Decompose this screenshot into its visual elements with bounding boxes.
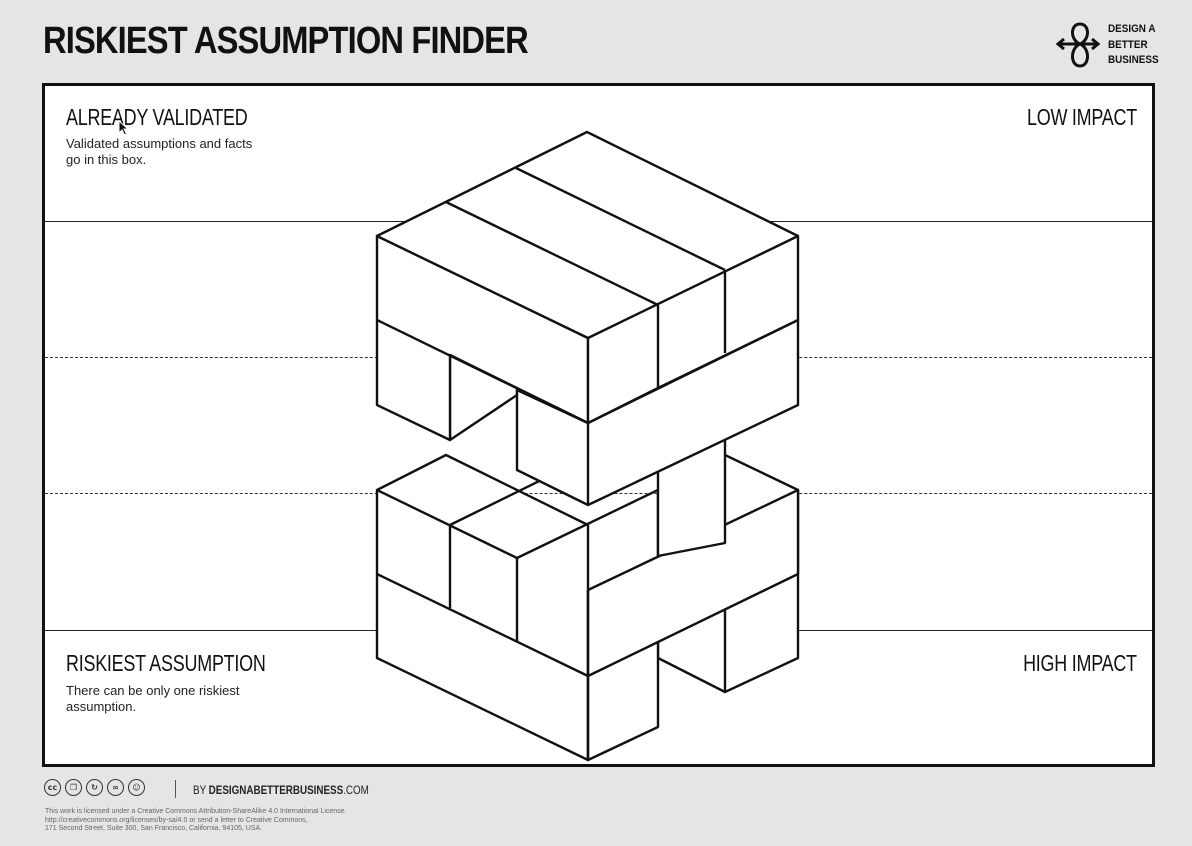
- footer-divider: [175, 780, 176, 798]
- riskiest-assumption-description: There can be only one riskiest assumptio…: [66, 683, 240, 714]
- footer-domain-suffix: .COM: [343, 783, 369, 797]
- page-title: RISKIEST ASSUMPTION FINDER: [43, 20, 529, 62]
- remix-icon: ∞: [107, 779, 124, 796]
- logo-line: BETTER: [1108, 38, 1148, 51]
- already-validated-description: Validated assumptions and facts go in th…: [66, 136, 253, 167]
- license-line: This work is licensed under a Creative C…: [45, 808, 347, 815]
- footer-by-prefix: BY: [193, 783, 209, 797]
- license-text: This work is licensed under a Creative C…: [45, 808, 347, 834]
- riskiest-assumption-title: RISKIEST ASSUMPTION: [66, 650, 266, 676]
- cc-icon: cc: [44, 779, 61, 796]
- share-alike-icon: ↻: [86, 779, 103, 796]
- block-tower-illustration: [375, 130, 800, 762]
- logo: DESIGN A BETTER BUSINESS: [1056, 20, 1166, 72]
- high-impact-title: HIGH IMPACT: [1023, 650, 1137, 676]
- footer-domain-bold: DESIGNABETTERBUSINESS: [208, 783, 344, 797]
- license-line: 171 Second Street, Suite 300, San Franci…: [45, 825, 263, 832]
- copy-icon: ❐: [65, 779, 82, 796]
- low-impact-title: LOW IMPACT: [1027, 104, 1137, 130]
- logo-line: BUSINESS: [1108, 54, 1159, 66]
- design-a-better-business-logo-icon: [1056, 22, 1101, 68]
- assumption-canvas: ALREADY VALIDATED Validated assumptions …: [42, 83, 1155, 767]
- license-line: http://creativecommons.org/licenses/by-s…: [45, 816, 308, 824]
- already-validated-title: ALREADY VALIDATED: [66, 104, 248, 130]
- logo-text: DESIGN A BETTER BUSINESS: [1108, 22, 1159, 69]
- attribution-icon: ☺: [128, 779, 145, 796]
- mouse-cursor-icon: [118, 120, 130, 136]
- logo-line: DESIGN A: [1108, 23, 1156, 35]
- license-icons: cc ❐ ↻ ∞ ☺: [44, 779, 145, 796]
- footer-website[interactable]: BY DESIGNABETTERBUSINESS.COM: [193, 783, 369, 797]
